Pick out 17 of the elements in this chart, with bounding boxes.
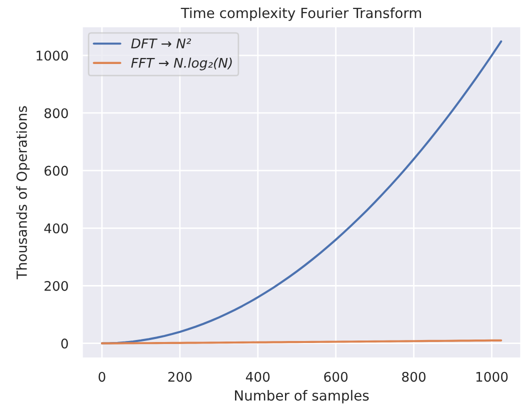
y-tick-label: 1000 (36, 50, 68, 61)
chart-title: Time complexity Fourier Transform (180, 7, 421, 21)
y-tick-label: 200 (44, 280, 68, 291)
x-tick-label: 800 (402, 372, 426, 382)
y-axis-title: Thousands of Operations (16, 106, 30, 280)
legend-label: FFT → N.log₂(N) (131, 58, 232, 70)
x-tick-label: 200 (168, 372, 192, 382)
y-tick-label: 400 (44, 223, 68, 234)
legend-label: DFT → N² (131, 38, 192, 48)
x-tick-label: 1000 (476, 372, 508, 382)
x-tick-label: 0 (98, 372, 106, 382)
y-tick-label: 600 (44, 166, 68, 176)
x-tick-label: 400 (246, 372, 270, 382)
y-tick-label: 800 (44, 108, 68, 118)
y-tick-label: 0 (61, 338, 68, 349)
x-axis-title: Number of samples (235, 390, 369, 404)
x-tick-label: 600 (324, 372, 348, 382)
